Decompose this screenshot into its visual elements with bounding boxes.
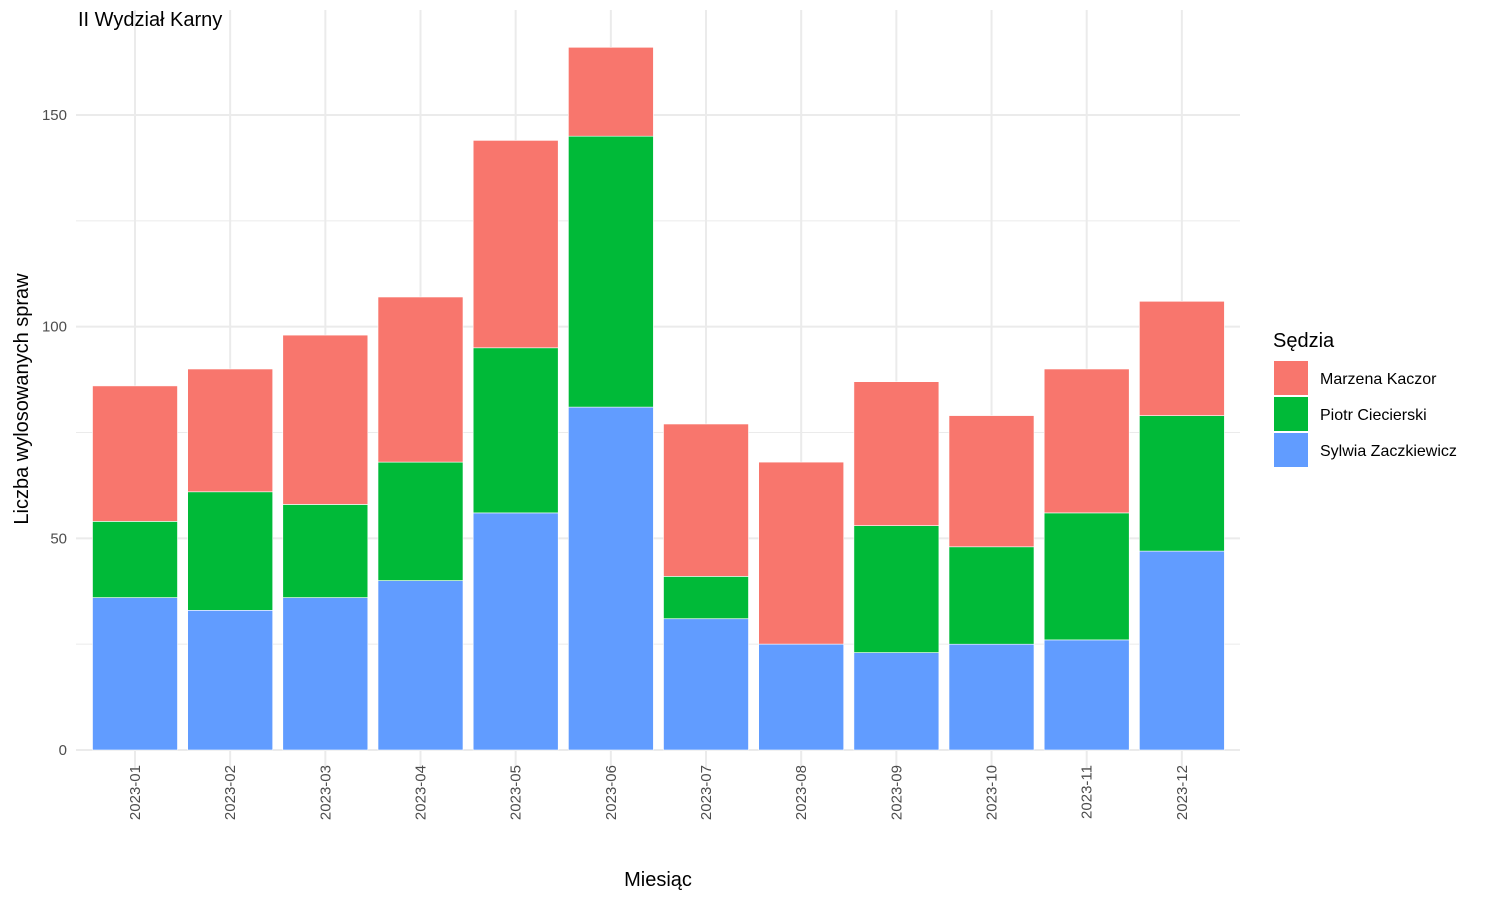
bar-segment — [282, 334, 369, 505]
bar-segment — [568, 135, 654, 408]
bar-segment — [758, 461, 845, 645]
x-tick-label: 2023-04 — [413, 765, 430, 820]
x-tick-label: 2023-07 — [698, 765, 715, 820]
bar-segment — [853, 525, 940, 653]
x-axis-title: Miesiąc — [624, 869, 692, 891]
x-tick-label: 2023-08 — [793, 765, 810, 820]
bar-segment — [948, 643, 1035, 751]
y-axis-ticks: 0 50 100 150 — [42, 107, 67, 759]
bar-segment — [472, 347, 559, 514]
bar-segment — [853, 652, 940, 751]
x-tick-label: 2023-05 — [508, 765, 525, 820]
bar-segment — [663, 576, 749, 620]
bar-segment — [187, 609, 273, 751]
bars — [92, 46, 1225, 751]
bar-segment — [92, 385, 178, 522]
bar-segment — [1139, 300, 1225, 416]
x-tick-label: 2023-03 — [317, 765, 334, 820]
bar-segment — [92, 521, 178, 598]
bar-segment — [1043, 639, 1130, 751]
bar-segment — [377, 296, 464, 463]
x-tick-label: 2023-06 — [603, 765, 620, 820]
legend-title: Sędzia — [1273, 330, 1335, 352]
bar-segment — [1043, 512, 1130, 641]
y-tick-label: 0 — [59, 742, 67, 759]
bar-segment — [377, 580, 464, 751]
x-tick-label: 2023-09 — [888, 765, 905, 820]
bar-segment — [187, 368, 273, 493]
x-tick-label: 2023-02 — [222, 765, 239, 820]
bar-segment — [187, 491, 273, 611]
legend-swatch — [1274, 433, 1308, 467]
bar-segment — [568, 406, 654, 751]
bar-segment — [472, 140, 559, 349]
bar-segment — [1043, 368, 1130, 514]
legend-label: Sylwia Zaczkiewicz — [1320, 443, 1457, 460]
x-axis-ticks: 2023-01 2023-02 2023-03 2023-04 2023-05 2023-… — [127, 765, 1191, 820]
bar-segment — [282, 597, 369, 751]
legend-label: Piotr Ciecierski — [1320, 407, 1427, 424]
chart-title: II Wydział Karny — [78, 9, 222, 31]
x-tick-label: 2023-10 — [984, 765, 1001, 820]
y-tick-label: 100 — [42, 319, 67, 336]
bar-segment — [663, 423, 749, 577]
x-tick-label: 2023-11 — [1079, 765, 1096, 819]
x-tick-label: 2023-12 — [1174, 765, 1191, 820]
y-tick-label: 50 — [50, 530, 67, 547]
bar-segment — [663, 618, 749, 751]
legend: Sędzia Marzena Kaczor Piotr Ciecierski Syl… — [1273, 330, 1457, 467]
y-axis-title: Liczba wylosowanych spraw — [11, 273, 33, 525]
bar-segment — [948, 546, 1035, 645]
legend-swatch — [1274, 361, 1308, 395]
legend-label: Marzena Kaczor — [1320, 371, 1437, 388]
bar-segment — [948, 415, 1035, 548]
bar-segment — [568, 46, 654, 137]
bar-segment — [282, 504, 369, 598]
bar-segment — [853, 381, 940, 526]
x-tick-label: 2023-01 — [127, 765, 144, 820]
bar-segment — [377, 461, 464, 581]
bar-segment — [1139, 550, 1225, 751]
bar-segment — [472, 512, 559, 751]
bar-segment — [758, 643, 845, 751]
bar-segment — [1139, 415, 1225, 552]
legend-swatch — [1274, 397, 1308, 431]
y-tick-label: 150 — [42, 107, 67, 124]
bar-segment — [92, 597, 178, 751]
